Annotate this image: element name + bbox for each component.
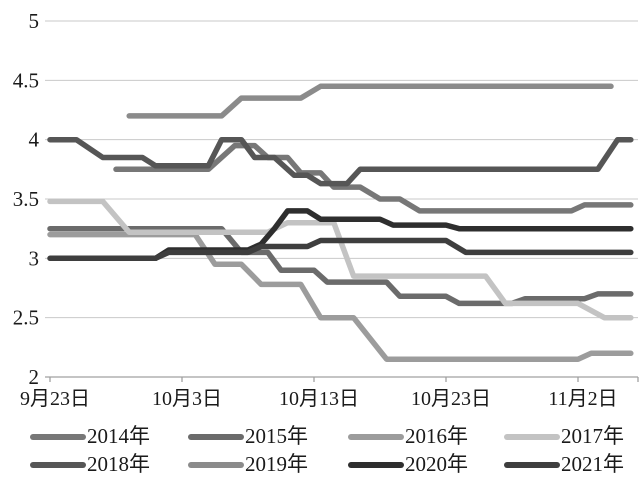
y-axis-tick-label: 5 [29, 9, 40, 33]
x-axis-tick-label: 10月13日 [279, 388, 359, 410]
legend-swatch-icon [348, 461, 404, 468]
legend-swatch-icon [504, 461, 560, 468]
legend-label: 2020年 [405, 452, 468, 476]
series-line-2018年 [47, 136, 634, 187]
price-line-chart: 2 2.5 3 3.5 4 4.5 5 9月23日 10月3日 10月13日 10月23日 11月2日 [12, 9, 639, 410]
legend-label: 2018年 [87, 452, 150, 476]
y-axis-tick-label: 4 [29, 128, 40, 152]
legend-item-2021年: 2021年 [504, 452, 642, 477]
y-axis-tick-label: 3.5 [13, 187, 39, 211]
x-axis-tick-label: 9月23日 [20, 388, 90, 410]
x-axis-tick-label: 11月2日 [548, 388, 617, 410]
legend-item-2020年: 2020年 [348, 452, 504, 477]
legend-swatch-icon [188, 461, 244, 468]
legend-label: 2021年 [561, 452, 624, 476]
chart-legend: 2014年 2015年 2016年 2017年 2018年 2019年 2020年 2021年 [30, 424, 642, 477]
y-axis-tick-label: 2.5 [13, 306, 39, 330]
legend-label: 2015年 [245, 424, 308, 448]
legend-swatch-icon [348, 433, 404, 440]
series-line-2014年 [113, 142, 634, 214]
legend-swatch-icon [188, 433, 244, 440]
legend-item-2016年: 2016年 [348, 424, 504, 449]
x-axis-tick-label: 10月3日 [152, 388, 222, 410]
series-line-2017年 [47, 198, 634, 321]
legend-item-2014年: 2014年 [30, 424, 188, 449]
y-axis-tick-label: 2 [29, 365, 40, 389]
legend-item-2015年: 2015年 [188, 424, 348, 449]
legend-swatch-icon [30, 433, 86, 440]
legend-label: 2017年 [561, 424, 624, 448]
legend-swatch-icon [504, 433, 560, 440]
legend-item-2019年: 2019年 [188, 452, 348, 477]
series-line-2016年 [47, 231, 634, 362]
x-axis-tick-label: 10月23日 [411, 388, 491, 410]
y-axis-tick-label: 4.5 [13, 68, 39, 92]
y-axis-tick-label: 3 [29, 246, 40, 270]
series-line-2019年 [126, 83, 614, 119]
legend-label: 2019年 [245, 452, 308, 476]
legend-label: 2016年 [405, 424, 468, 448]
legend-item-2017年: 2017年 [504, 424, 642, 449]
chart-canvas: 2 2.5 3 3.5 4 4.5 5 9月23日 10月3日 10月13日 10月23日 11月2日 [13, 9, 639, 410]
legend-label: 2014年 [87, 424, 150, 448]
legend-swatch-icon [30, 461, 86, 468]
legend-item-2018年: 2018年 [30, 452, 188, 477]
series-line-2021年 [47, 237, 634, 262]
